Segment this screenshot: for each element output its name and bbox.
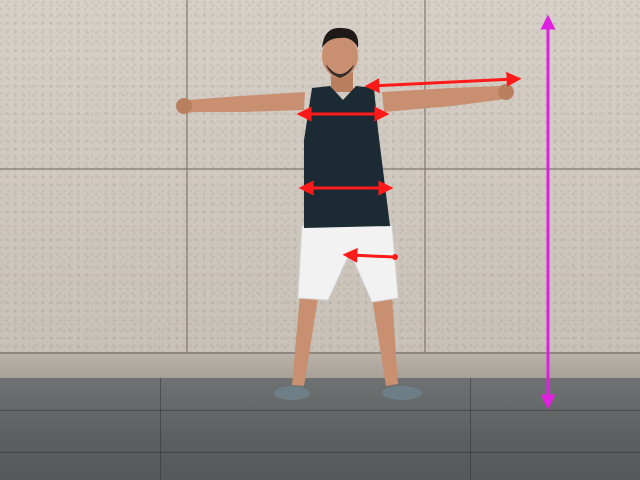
black-tank-top — [304, 86, 390, 228]
floor-tile-line — [470, 378, 471, 480]
hair — [322, 27, 359, 48]
left-sandal — [274, 386, 310, 400]
thigh-width-measure-line — [342, 247, 395, 263]
head — [322, 34, 358, 78]
arm-length-measure-line — [364, 71, 522, 94]
thigh-width-end-dot — [392, 254, 398, 260]
white-shorts — [297, 225, 399, 303]
wall-seam-v2 — [424, 0, 426, 352]
beard — [326, 64, 354, 78]
left-fist — [176, 98, 192, 114]
floor — [0, 378, 640, 480]
left-arm — [178, 92, 305, 114]
floor-tile-line — [160, 378, 161, 480]
floor-tile-line — [0, 452, 640, 453]
wall-seam-v1 — [186, 0, 188, 352]
right-arm — [382, 86, 512, 112]
left-leg — [292, 295, 318, 386]
right-leg — [372, 296, 398, 386]
wall-ledge — [0, 352, 640, 380]
floor-tile-line — [0, 410, 640, 411]
right-sandal — [382, 386, 422, 400]
right-fist — [498, 84, 514, 100]
